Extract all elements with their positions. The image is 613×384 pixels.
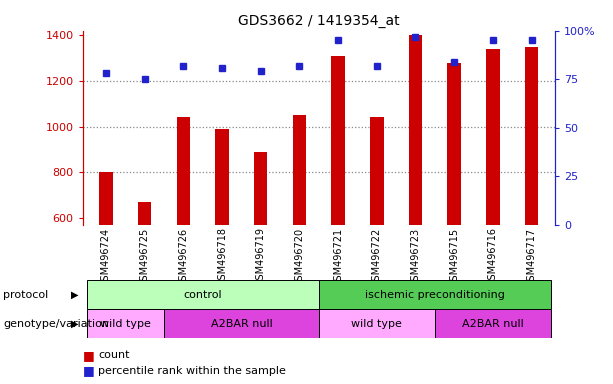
- Text: GSM496715: GSM496715: [449, 227, 459, 286]
- Bar: [332, 56, 345, 225]
- Text: ▶: ▶: [70, 318, 78, 329]
- Text: GSM496718: GSM496718: [217, 227, 227, 286]
- Text: protocol: protocol: [3, 290, 48, 300]
- Text: GSM496719: GSM496719: [256, 227, 265, 286]
- Text: GSM496721: GSM496721: [333, 227, 343, 286]
- Bar: [177, 118, 190, 225]
- Text: control: control: [183, 290, 222, 300]
- Bar: [525, 47, 538, 225]
- Bar: [254, 152, 267, 225]
- Text: genotype/variation: genotype/variation: [3, 318, 109, 329]
- Text: ischemic preconditioning: ischemic preconditioning: [365, 290, 504, 300]
- Text: GSM496716: GSM496716: [488, 227, 498, 286]
- Text: GSM496724: GSM496724: [101, 227, 111, 286]
- Text: A2BAR null: A2BAR null: [210, 318, 272, 329]
- Text: GSM496720: GSM496720: [294, 227, 305, 286]
- Bar: [138, 202, 151, 225]
- Bar: [319, 309, 435, 338]
- Text: A2BAR null: A2BAR null: [462, 318, 524, 329]
- Bar: [164, 309, 319, 338]
- Bar: [447, 63, 461, 225]
- Text: GSM496722: GSM496722: [372, 227, 382, 287]
- Bar: [292, 115, 306, 225]
- Text: ■: ■: [83, 349, 94, 362]
- Text: GSM496723: GSM496723: [411, 227, 421, 286]
- Bar: [370, 118, 384, 225]
- Title: GDS3662 / 1419354_at: GDS3662 / 1419354_at: [238, 14, 400, 28]
- Text: ■: ■: [83, 364, 94, 377]
- Bar: [486, 49, 500, 225]
- Text: percentile rank within the sample: percentile rank within the sample: [98, 366, 286, 376]
- Bar: [215, 129, 229, 225]
- Text: wild type: wild type: [100, 318, 151, 329]
- Bar: [86, 280, 319, 309]
- Text: count: count: [98, 350, 129, 360]
- Text: GSM496717: GSM496717: [527, 227, 536, 286]
- Text: wild type: wild type: [351, 318, 402, 329]
- Text: ▶: ▶: [70, 290, 78, 300]
- Bar: [409, 35, 422, 225]
- Bar: [435, 309, 551, 338]
- Text: GSM496725: GSM496725: [140, 227, 150, 287]
- Bar: [86, 309, 164, 338]
- Bar: [99, 172, 113, 225]
- Text: GSM496726: GSM496726: [178, 227, 188, 286]
- Bar: [319, 280, 551, 309]
